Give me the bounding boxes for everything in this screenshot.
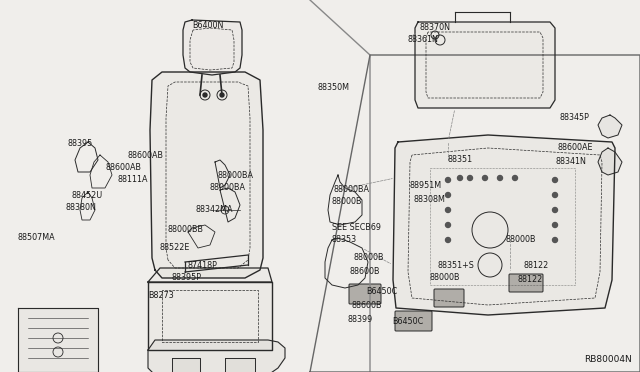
Text: 88000BA: 88000BA [210,183,246,192]
Polygon shape [18,308,98,372]
Circle shape [220,93,224,97]
Text: 88951M: 88951M [410,182,442,190]
Circle shape [458,176,463,180]
Text: 88122: 88122 [518,276,543,285]
Text: 88600B: 88600B [350,267,381,276]
Circle shape [483,176,488,180]
Circle shape [513,176,518,180]
Polygon shape [415,22,555,108]
Text: 88600AE: 88600AE [558,144,593,153]
Text: 88122: 88122 [524,260,549,269]
Text: SEE SECB69: SEE SECB69 [332,224,381,232]
Text: RB80004N: RB80004N [584,355,632,364]
Circle shape [445,222,451,228]
Polygon shape [148,282,272,350]
Text: B6450C: B6450C [366,288,397,296]
Text: 88000B: 88000B [505,235,536,244]
Polygon shape [172,358,200,372]
Text: 88342MA: 88342MA [196,205,234,215]
Polygon shape [150,72,263,278]
FancyBboxPatch shape [509,274,543,292]
Text: 88600AB: 88600AB [128,151,164,160]
Text: B6400N: B6400N [192,22,223,31]
Circle shape [467,176,472,180]
FancyBboxPatch shape [349,284,381,304]
Circle shape [445,177,451,183]
Text: B6450C: B6450C [392,317,423,327]
Circle shape [497,176,502,180]
Circle shape [552,192,557,198]
Polygon shape [393,135,615,315]
FancyBboxPatch shape [395,311,432,331]
Text: 88395P: 88395P [172,273,202,282]
Text: 88395: 88395 [68,138,93,148]
Text: 88345P: 88345P [560,113,590,122]
Text: 88351: 88351 [448,155,473,164]
Text: 88000B: 88000B [332,198,362,206]
Text: 88380N: 88380N [65,203,96,212]
Text: 88000B: 88000B [430,273,461,282]
Text: 87418P: 87418P [188,260,218,269]
Circle shape [203,93,207,97]
Text: 88308M: 88308M [414,196,446,205]
Circle shape [552,177,557,183]
Polygon shape [598,115,622,138]
Text: 88600AB: 88600AB [105,164,141,173]
Text: 88452U: 88452U [72,192,103,201]
Circle shape [552,222,557,228]
FancyBboxPatch shape [434,289,464,307]
Text: 88000BB: 88000BB [168,225,204,234]
Text: 88350M: 88350M [318,83,350,93]
Text: 88600B: 88600B [352,301,383,310]
Circle shape [552,208,557,212]
Text: 88353: 88353 [332,235,357,244]
Polygon shape [148,340,285,372]
Polygon shape [148,268,272,282]
Text: 88507MA: 88507MA [18,234,56,243]
Circle shape [445,237,451,243]
Text: 88000BA: 88000BA [218,170,254,180]
Circle shape [552,237,557,243]
Text: 88000BA: 88000BA [334,186,370,195]
Circle shape [445,192,451,198]
Polygon shape [183,20,242,75]
Text: B8273: B8273 [148,291,173,299]
Text: 88000B: 88000B [354,253,385,263]
Text: 88341N: 88341N [556,157,587,167]
Text: 88111A: 88111A [117,176,147,185]
Text: 88361N: 88361N [408,35,439,45]
Text: 88522E: 88522E [160,244,190,253]
Polygon shape [225,358,255,372]
Circle shape [445,208,451,212]
Text: 88399: 88399 [348,315,373,324]
Text: 88351+S: 88351+S [438,260,475,269]
Text: 88370N: 88370N [420,23,451,32]
Polygon shape [598,148,622,175]
